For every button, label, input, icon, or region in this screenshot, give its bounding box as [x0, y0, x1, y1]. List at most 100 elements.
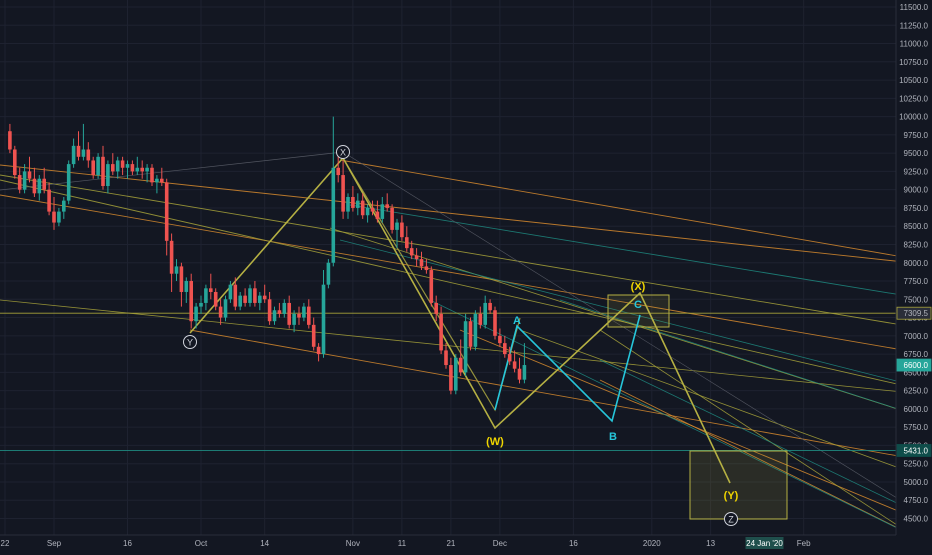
price-tick-label: 6000.0	[904, 405, 929, 414]
candle	[140, 160, 144, 179]
candle-body	[125, 164, 130, 168]
candle-body	[228, 284, 233, 300]
candle-body	[346, 196, 350, 212]
candle	[155, 175, 159, 194]
candle	[194, 302, 198, 329]
candle	[512, 350, 517, 373]
candle	[96, 153, 100, 179]
candle-body	[297, 313, 301, 318]
time-tick-label: Nov	[346, 539, 360, 548]
candle-body	[174, 266, 179, 274]
candle	[47, 182, 51, 216]
trend-line	[339, 239, 932, 391]
trend-line	[0, 194, 932, 356]
candle	[238, 291, 242, 311]
trend-line	[559, 299, 932, 421]
candle-body	[37, 178, 42, 194]
candle-body	[238, 295, 242, 307]
candle-body	[22, 171, 27, 190]
candle	[365, 204, 370, 223]
candle	[292, 310, 296, 333]
candle-body	[155, 178, 159, 183]
candle	[405, 226, 409, 252]
candle	[429, 266, 434, 307]
candle	[503, 335, 507, 358]
price-tick-label: 8000.0	[904, 259, 929, 268]
candle-body	[512, 361, 517, 369]
wave-label: A	[513, 315, 521, 327]
candle	[145, 164, 149, 183]
candle-body	[307, 306, 311, 325]
candle	[213, 288, 218, 311]
target-box-y	[689, 450, 788, 520]
trend-line	[189, 329, 932, 463]
trend-line	[519, 329, 932, 481]
candle	[336, 156, 340, 183]
wave-label: B	[609, 431, 617, 443]
candle-body	[341, 175, 345, 212]
candle-body	[150, 167, 154, 183]
candle-body	[365, 207, 370, 216]
wave-path-wxy	[189, 156, 731, 484]
candle-body	[419, 259, 424, 267]
trend-line	[339, 159, 932, 263]
candle	[434, 295, 438, 322]
candle	[258, 291, 262, 311]
candle-body	[184, 281, 189, 292]
candle-body	[439, 313, 443, 351]
candle	[458, 339, 463, 377]
price-tick-label: 9000.0	[904, 186, 929, 195]
candle	[150, 164, 154, 187]
time-cursor-bg	[745, 537, 784, 549]
candle-body	[57, 211, 61, 223]
candle	[174, 259, 179, 282]
candle-body	[71, 145, 76, 165]
candle-body	[243, 295, 247, 303]
time-axis: 22 Sep 16 Oct 14 Nov 11 21 Dec 16 2020 13 Feb 24 Jan …	[0, 534, 932, 550]
price-tick-label: 7750.0	[904, 277, 929, 286]
candle	[71, 138, 76, 168]
candle-body	[66, 164, 71, 201]
time-tick-label: 16	[569, 539, 578, 548]
candle	[204, 284, 208, 311]
candle-body	[101, 156, 105, 187]
candle	[297, 306, 301, 325]
candle	[380, 196, 385, 223]
candle	[478, 306, 483, 329]
wave-label-circle	[183, 335, 197, 349]
time-tick-label: 21	[446, 539, 455, 548]
price-tick-label: 4750.0	[904, 496, 929, 505]
candle-body	[370, 207, 375, 212]
candle-body	[262, 295, 267, 300]
time-tick-label: Sep	[47, 539, 62, 548]
candle	[351, 186, 355, 212]
price-tick-label: 9750.0	[904, 131, 929, 140]
candle	[346, 193, 350, 219]
trend-line	[599, 379, 932, 546]
candle	[125, 160, 130, 179]
candle	[331, 116, 336, 267]
wave-path-abc	[494, 314, 641, 423]
candle	[400, 215, 404, 241]
wave-label-y: Y	[187, 338, 193, 348]
candle	[483, 295, 487, 329]
price-tick-label: 10250.0	[899, 94, 928, 103]
candle	[321, 270, 326, 358]
time-tick-label: Dec	[493, 539, 507, 548]
candle	[189, 273, 193, 329]
candle-body	[503, 343, 507, 355]
candle	[267, 291, 272, 325]
candle-body	[218, 306, 223, 318]
candle-body	[375, 211, 380, 219]
price-tick-label: 6500.0	[904, 368, 929, 377]
candle	[32, 167, 37, 197]
candle	[507, 346, 512, 366]
candle	[272, 306, 277, 325]
candle	[439, 306, 443, 355]
price-tick-label: 10750.0	[899, 58, 928, 67]
candle	[169, 233, 174, 292]
price-tick-label: 11500.0	[900, 3, 929, 12]
candle-body	[395, 222, 399, 230]
